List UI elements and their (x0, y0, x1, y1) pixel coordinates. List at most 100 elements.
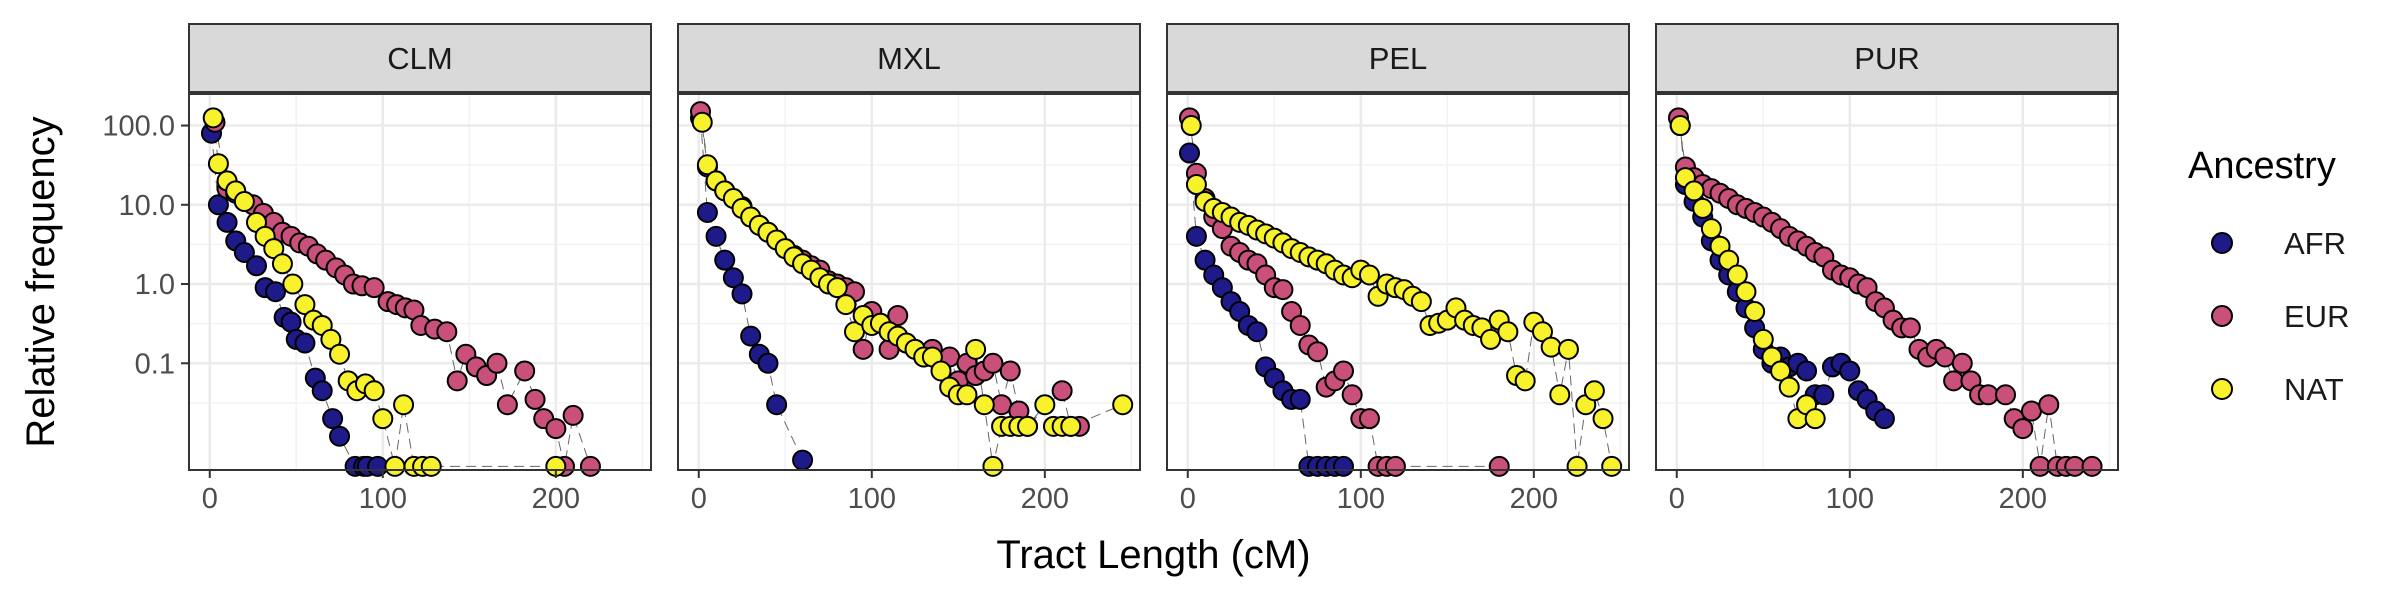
data-point-eur (545, 418, 567, 440)
data-point-nat (696, 154, 718, 176)
data-point-afr (1185, 225, 1207, 247)
data-point-eur (1272, 279, 1294, 301)
data-point-eur (363, 277, 385, 299)
data-point-eur (852, 338, 874, 360)
x-tick-label: 200 (1999, 483, 2047, 515)
data-point-afr (696, 201, 718, 223)
data-point-nat (1112, 394, 1134, 416)
facet-strip (1655, 23, 2119, 93)
data-point-nat (363, 380, 385, 402)
data-point-afr (216, 211, 238, 233)
data-point-afr (1873, 408, 1895, 430)
legend-key-eur (2211, 305, 2233, 327)
data-point-eur (486, 352, 508, 374)
data-point-nat (1583, 380, 1605, 402)
data-point-nat (1017, 415, 1039, 437)
data-point-eur (446, 370, 468, 392)
data-point-eur (982, 352, 1004, 374)
data-point-nat (1358, 264, 1380, 286)
data-point-nat (930, 360, 952, 382)
data-point-afr (311, 380, 333, 402)
facet-strip-label: PUR (1854, 41, 1919, 76)
data-point-eur (1943, 370, 1965, 392)
data-point-eur (1332, 360, 1354, 382)
data-point-afr (245, 255, 267, 277)
data-point-afr (322, 408, 344, 430)
data-point-eur (514, 360, 536, 382)
panel-mxl: MXL 0 100 200 (677, 23, 1141, 515)
data-point-afr (1813, 384, 1835, 406)
data-point-nat (294, 294, 316, 316)
series-nat (1669, 115, 1826, 430)
y-tick-label: 100.0 (102, 111, 175, 143)
x-tick-label: 100 (1826, 483, 1874, 515)
data-point-nat (384, 455, 406, 477)
legend-label-eur: EUR (2284, 299, 2349, 334)
panel-clm: CLM 0 100 200 100.0 10.0 1.0 0.1 (102, 23, 652, 515)
legend-entries: AFR EUR NAT (2211, 226, 2349, 407)
series-nat (1180, 115, 1623, 477)
data-point-nat (1557, 338, 1579, 360)
data-point-nat (691, 111, 713, 133)
x-tick-label: 0 (202, 483, 218, 515)
data-point-nat (1540, 336, 1562, 358)
data-point-eur (524, 388, 546, 410)
panel-pur: PUR 0 100 200 (1655, 23, 2119, 515)
data-point-afr (1839, 360, 1861, 382)
data-point-eur (991, 394, 1013, 416)
data-point-nat (1700, 218, 1722, 240)
y-tick-label: 1.0 (135, 269, 175, 301)
data-point-eur (1307, 341, 1329, 363)
data-point-eur (1289, 314, 1311, 336)
data-point-afr (1178, 142, 1200, 164)
data-point-nat (1735, 281, 1757, 303)
data-point-eur (1934, 346, 1956, 368)
facet-strip (188, 23, 652, 93)
x-tick-label: 100 (359, 483, 407, 515)
data-point-eur (1899, 317, 1921, 339)
data-point-eur (887, 305, 909, 327)
plot-background (678, 94, 1140, 470)
data-point-nat (1692, 197, 1714, 219)
data-point-eur (1384, 455, 1406, 477)
data-point-nat (1514, 370, 1536, 392)
data-point-nat (1804, 408, 1826, 430)
panels-layer: CLM 0 100 200 100.0 10.0 1.0 0.1 MXL 0 100 200 PEL 0 1… (102, 23, 2119, 515)
data-point-nat (956, 384, 978, 406)
data-point-eur (2020, 400, 2042, 422)
data-point-nat (1034, 394, 1056, 416)
data-point-nat (1566, 455, 1588, 477)
data-point-eur (1977, 384, 1999, 406)
data-point-nat (1060, 415, 1082, 437)
data-point-afr (792, 449, 814, 471)
series-nat (691, 111, 1134, 477)
data-point-nat (826, 277, 848, 299)
data-point-afr (329, 425, 351, 447)
panel-pel: PEL 0 100 200 (1166, 23, 1630, 515)
data-point-nat (835, 294, 857, 316)
data-point-afr (740, 325, 762, 347)
series-nat (202, 107, 567, 477)
data-point-eur (1358, 408, 1380, 430)
legend-title: Ancestry (2188, 145, 2336, 187)
panel-border (1166, 93, 1630, 471)
data-point-nat (202, 107, 224, 129)
data-point-eur (579, 455, 601, 477)
legend-label-nat: NAT (2284, 372, 2344, 407)
data-point-eur (1995, 384, 2017, 406)
x-tick-label: 0 (1669, 483, 1685, 515)
data-point-afr (1246, 321, 1268, 343)
data-point-nat (982, 455, 1004, 477)
y-axis-title: Relative frequency (19, 116, 63, 447)
data-point-nat (1669, 115, 1691, 137)
x-tick-label: 0 (691, 483, 707, 515)
data-point-eur (2064, 455, 2086, 477)
x-tick-label: 200 (1510, 483, 1558, 515)
data-point-nat (233, 191, 255, 213)
data-point-nat (271, 253, 293, 275)
data-point-afr (1332, 455, 1354, 477)
data-point-nat (965, 338, 987, 360)
data-point-afr (367, 455, 389, 477)
data-point-nat (1592, 408, 1614, 430)
